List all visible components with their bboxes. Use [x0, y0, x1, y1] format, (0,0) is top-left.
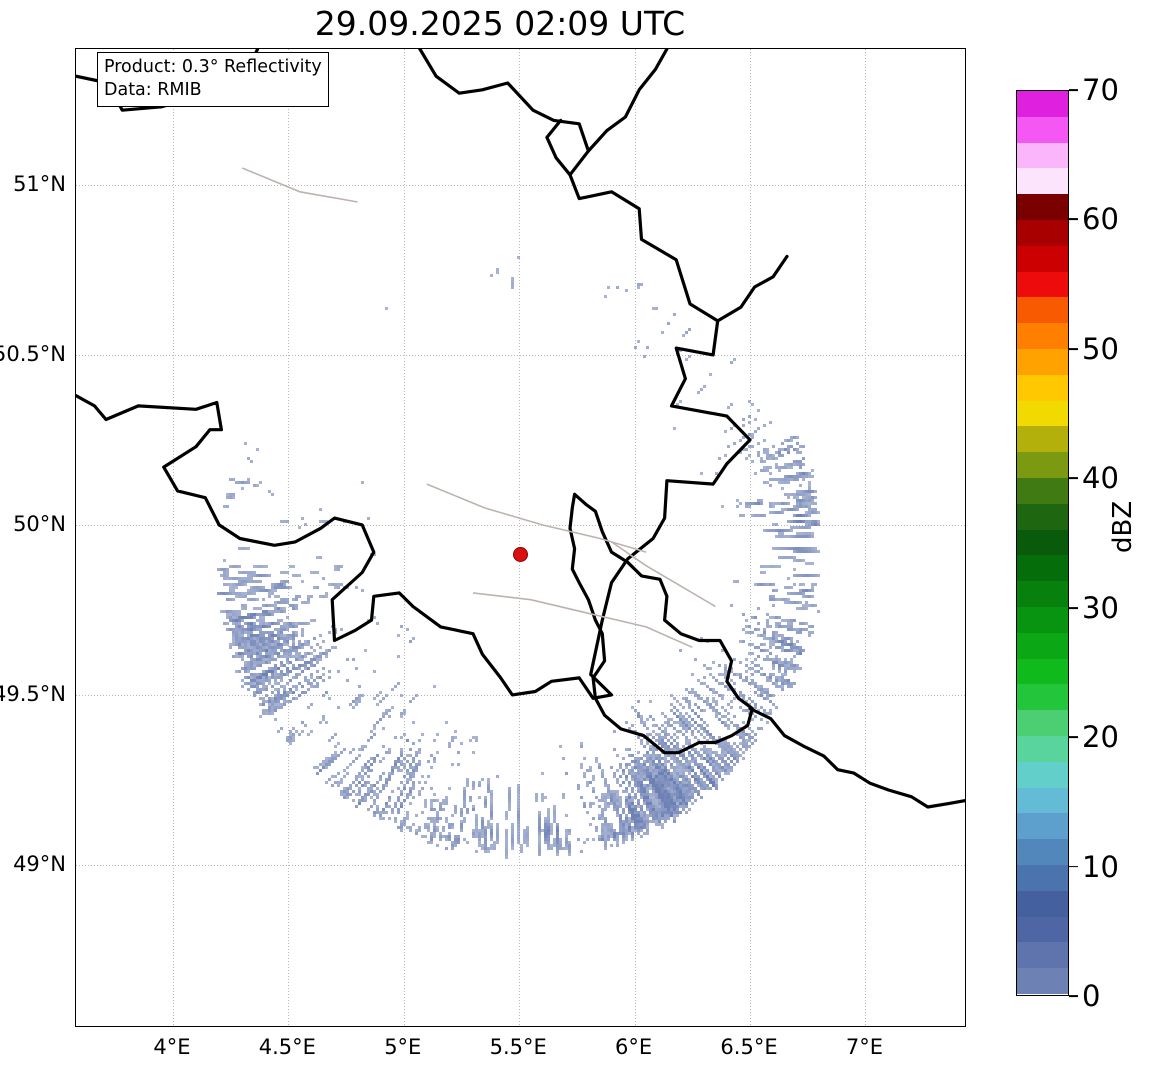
- data-source-line: Data: RMIB: [104, 79, 202, 100]
- colorbar-band-10: [1017, 710, 1068, 736]
- latitude-tick-4: 49°N: [13, 851, 66, 876]
- colorbar-band-1: [1017, 942, 1068, 969]
- country-border-path-2: [748, 706, 965, 809]
- colorbar-tick-label-10: 10: [1082, 849, 1119, 884]
- radar-echo-layer: [76, 49, 965, 1026]
- colorbar-band-13: [1017, 632, 1068, 659]
- colorbar-band-26: [1017, 297, 1068, 324]
- longitude-tick-1: 4.5°E: [258, 1035, 316, 1059]
- colorbar-tick-label-60: 60: [1082, 202, 1119, 237]
- latitude-tick-2: 50°N: [13, 511, 66, 536]
- colorbar-band-34: [1017, 91, 1068, 117]
- map-plot-inner: [76, 49, 965, 1026]
- colorbar-band-4: [1017, 864, 1068, 891]
- colorbar-band-3: [1017, 890, 1068, 917]
- region-border-path-2: [241, 167, 358, 203]
- colorbar-band-16: [1017, 555, 1068, 582]
- colorbar-band-32: [1017, 142, 1068, 169]
- colorbar-tick-label-30: 30: [1082, 590, 1119, 625]
- colorbar-band-14: [1017, 606, 1068, 633]
- colorbar-band-29: [1017, 219, 1068, 246]
- colorbar-tick-10: [1069, 865, 1078, 868]
- colorbar-tick-70: [1069, 89, 1078, 91]
- colorbar-tick-60: [1069, 218, 1078, 221]
- colorbar-tick-label-20: 20: [1082, 720, 1119, 755]
- colorbar-band-11: [1017, 684, 1068, 711]
- latitude-tick-1: 50.5°N: [0, 341, 66, 366]
- colorbar-band-24: [1017, 348, 1068, 375]
- country-border-path-1: [568, 492, 754, 755]
- colorbar-band-20: [1017, 452, 1068, 478]
- colorbar-tick-20: [1069, 736, 1078, 739]
- colorbar-axis-label: dBZ: [1108, 500, 1138, 553]
- country-border-path-3: [716, 254, 789, 323]
- colorbar-band-19: [1017, 477, 1068, 504]
- region-border-path-3: [611, 541, 716, 608]
- colorbar-band-17: [1017, 529, 1068, 556]
- colorbar-band-27: [1017, 271, 1068, 298]
- product-info-box: Product: 0.3° Reflectivity Data: RMIB: [97, 52, 329, 107]
- longitude-tick-2: 5°E: [384, 1035, 422, 1059]
- colorbar-band-9: [1017, 735, 1068, 762]
- country-border-path-0: [76, 49, 752, 700]
- colorbar-band-7: [1017, 787, 1068, 814]
- colorbar-band-22: [1017, 400, 1068, 427]
- colorbar-band-6: [1017, 813, 1068, 840]
- region-border-path-1: [472, 592, 693, 649]
- colorbar-band-30: [1017, 194, 1068, 220]
- colorbar: 0 10 20 30 40 50 60 70: [1016, 73, 1119, 1013]
- country-borders-layer: [76, 49, 965, 809]
- colorbar-band-21: [1017, 426, 1068, 453]
- colorbar-band-25: [1017, 323, 1068, 349]
- product-info-line: Product: 0.3° Reflectivity: [104, 57, 322, 77]
- colorbar-tick-label-70: 70: [1082, 73, 1119, 107]
- radar-site-marker: [512, 546, 528, 562]
- colorbar-tick-40: [1069, 477, 1078, 480]
- colorbar-tick-label-50: 50: [1082, 331, 1119, 366]
- colorbar-tick-30: [1069, 606, 1078, 609]
- longitude-tick-4: 6°E: [615, 1035, 653, 1059]
- colorbar-band-28: [1017, 245, 1068, 272]
- colorbar-tick-0: [1069, 995, 1078, 997]
- colorbar-band-8: [1017, 761, 1068, 788]
- colorbar-band-0: [1017, 968, 1068, 994]
- longitude-tick-0: 4°E: [153, 1035, 191, 1059]
- longitude-tick-5: 6.5°E: [720, 1035, 778, 1059]
- region-border-path-0: [426, 483, 647, 553]
- colorbar-tick-50: [1069, 347, 1078, 350]
- colorbar-band-33: [1017, 116, 1068, 143]
- colorbar-band-31: [1017, 168, 1068, 195]
- longitude-tick-6: 7°E: [845, 1035, 883, 1059]
- latitude-tick-0: 51°N: [13, 171, 66, 196]
- colorbar-band-23: [1017, 374, 1068, 401]
- map-plot-area: [75, 48, 966, 1027]
- latitude-tick-3: 49.5°N: [0, 681, 66, 706]
- colorbar-tick-label-40: 40: [1082, 461, 1119, 496]
- country-border-path-4: [586, 49, 669, 153]
- figure-title: 29.09.2025 02:09 UTC: [314, 4, 686, 43]
- colorbar-band-2: [1017, 916, 1068, 943]
- longitude-tick-3: 5.5°E: [489, 1035, 547, 1059]
- colorbar-band-15: [1017, 581, 1068, 607]
- colorbar-gradient: [1016, 90, 1069, 996]
- country-border-path-5: [545, 118, 572, 177]
- colorbar-tick-label-0: 0: [1082, 979, 1101, 1013]
- colorbar-band-18: [1017, 503, 1068, 530]
- colorbar-band-12: [1017, 658, 1068, 685]
- colorbar-band-5: [1017, 839, 1068, 865]
